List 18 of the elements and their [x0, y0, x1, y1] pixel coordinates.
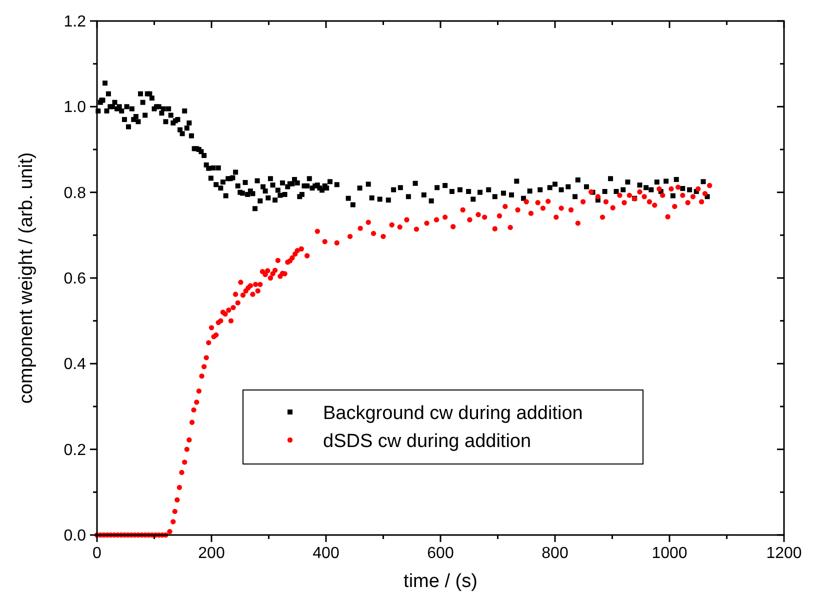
y-tick-label: 1.2 [64, 14, 86, 30]
x-tick-label: 0 [92, 545, 102, 562]
y-tick-label: 1.0 [64, 99, 86, 116]
y-axis-title: component weight / (arb. unit) [16, 152, 37, 404]
x-tick-label: 400 [312, 545, 340, 562]
x-axis-title: time / (s) [404, 571, 478, 592]
x-tick-label: 1200 [766, 545, 802, 562]
y-tick-label: 0.2 [64, 442, 86, 459]
y-tick-label: 0.0 [64, 528, 86, 544]
x-tick-label: 200 [198, 545, 225, 562]
y-tick-label: 0.8 [64, 184, 86, 202]
x-tick-label: 1000 [652, 545, 688, 562]
y-tick-label: 0.4 [64, 356, 86, 374]
x-tick-label: 600 [427, 545, 454, 562]
legend-label: Background cw during addition [323, 403, 583, 424]
legend-label: dSDS cw during addition [323, 431, 532, 452]
y-tick-label: 0.6 [64, 270, 86, 288]
x-tick-label: 800 [542, 545, 568, 562]
